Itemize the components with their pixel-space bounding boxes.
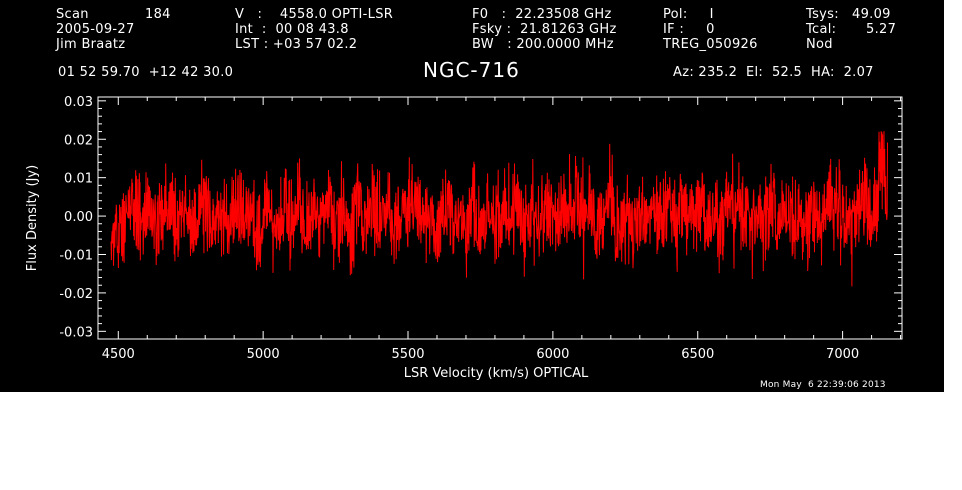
- if-line: IF : 0: [663, 22, 715, 37]
- scan-value: 184: [145, 7, 171, 22]
- observing-mode: Nod: [806, 37, 833, 52]
- y-tick-label: -0.03: [59, 325, 93, 340]
- x-tick-label: 7000: [826, 347, 859, 362]
- y-tick-label: -0.01: [59, 248, 93, 263]
- tsys-label: Tsys:: [806, 7, 839, 22]
- x-tick-label: 5500: [391, 347, 424, 362]
- treg-line: TREG_050926: [663, 37, 758, 52]
- y-tick-label: 0.02: [64, 133, 93, 148]
- observer-name: Jim Braatz: [56, 37, 126, 52]
- x-tick-label: 6500: [681, 347, 714, 362]
- spectrum-chart: 4500 5000 5500 6000 6500 7000 -0.03 -0.02 -0.01…: [25, 95, 903, 381]
- x-axis-label: LSR Velocity (km/s) OPTICAL: [404, 366, 589, 381]
- scan-label: Scan: [56, 7, 89, 22]
- integration-line: Int : 00 08 43.8: [235, 22, 349, 37]
- y-axis-label: Flux Density (Jy): [25, 165, 40, 271]
- x-axis: 4500 5000 5500 6000 6500 7000: [102, 97, 902, 362]
- y-axis: -0.03 -0.02 -0.01 0.00 0.01 0.02 0.03: [59, 95, 902, 340]
- tcal-label: Tcal:: [806, 22, 837, 37]
- x-tick-label: 5000: [247, 347, 280, 362]
- sky-frequency-line: Fsky : 21.81263 GHz: [472, 22, 617, 37]
- plot-frame: [97, 96, 903, 340]
- tcal-value: 5.27: [866, 22, 897, 37]
- source-name: NGC-716: [423, 58, 520, 82]
- spectrum-panel: Scan 184 2005-09-27 Jim Braatz V : 4558.…: [0, 0, 944, 392]
- bandwidth-line: BW : 200.0000 MHz: [472, 37, 614, 52]
- velocity-line: V : 4558.0 OPTI-LSR: [235, 7, 394, 22]
- spectrum-trace: [110, 131, 888, 287]
- generation-timestamp: Mon May 6 22:39:06 2013: [760, 380, 886, 390]
- lst-line: LST : +03 57 02.2: [235, 37, 358, 52]
- tsys-value: 49.09: [852, 7, 891, 22]
- sky-coordinates: 01 52 59.70 +12 42 30.0: [58, 65, 234, 80]
- polarization-line: Pol: I: [663, 7, 714, 22]
- y-tick-label: -0.02: [59, 287, 93, 302]
- pointing-info: Az: 235.2 El: 52.5 HA: 2.07: [673, 65, 874, 80]
- y-tick-label: 0.01: [64, 172, 93, 187]
- x-tick-label: 4500: [102, 347, 135, 362]
- y-tick-label: 0.03: [64, 95, 93, 110]
- y-tick-label: 0.00: [64, 210, 93, 225]
- rest-frequency-line: F0 : 22.23508 GHz: [472, 7, 612, 22]
- observation-date: 2005-09-27: [56, 22, 135, 37]
- x-tick-label: 6000: [536, 347, 569, 362]
